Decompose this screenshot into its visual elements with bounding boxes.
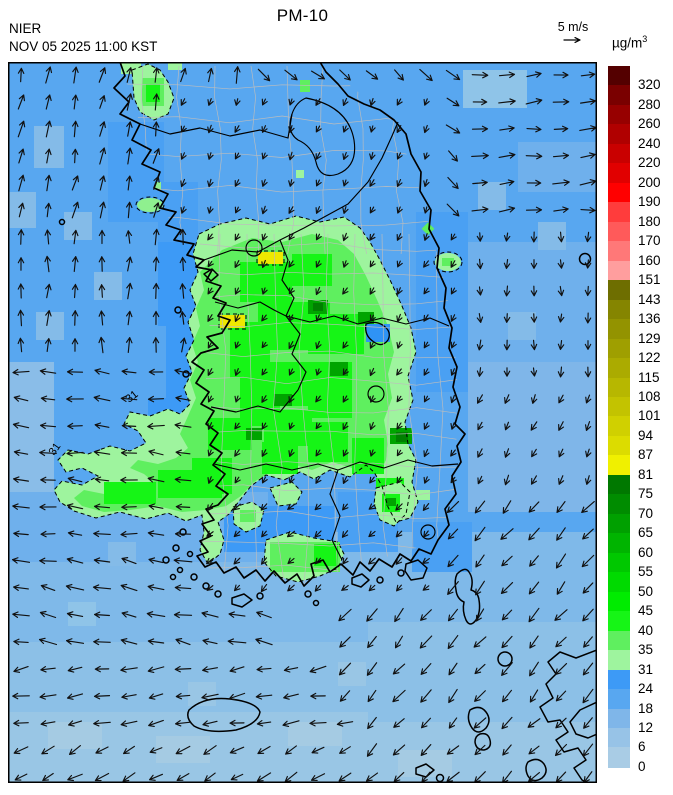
colorbar-tick-label: 60 [638,544,654,560]
colorbar-swatch [608,455,630,476]
wind-speed-label: 5 m/s [557,20,589,34]
colorbar-tick-label: 50 [638,583,654,599]
colorbar-tick-label: 160 [638,252,661,268]
colorbar-tick-label: 87 [638,447,654,463]
colorbar-tick-label: 151 [638,272,661,288]
colorbar-tick-label: 31 [638,661,654,677]
colorbar-tick-label: 143 [638,291,661,307]
colorbar-swatch [608,280,630,301]
colorbar-swatch [608,143,630,164]
colorbar-tick-label: 45 [638,603,654,619]
colorbar-tick-label: 65 [638,525,654,541]
colorbar-swatch [608,572,630,593]
colorbar-swatch [608,747,630,768]
colorbar-tick-label: 6 [638,739,646,755]
colorbar-tick-label: 220 [638,155,661,171]
colorbar-swatch [608,494,630,515]
colorbar-tick-label: 260 [638,116,661,132]
colorbar-swatch [608,416,630,437]
colorbar-tick-label: 180 [638,213,661,229]
colorbar-swatch [608,124,630,145]
colorbar-swatch [608,241,630,262]
colorbar-swatch [608,396,630,418]
colorbar-swatch [608,591,630,612]
colorbar-swatch [608,182,630,203]
colorbar-swatch [608,689,630,710]
coastline [113,62,466,587]
colorbar-swatch [608,202,630,223]
contour-value-label: 31 [123,388,140,405]
colorbar-tick-label: 81 [638,466,654,482]
wind-vector-arrows [11,66,597,783]
colorbar-swatch [608,669,630,690]
colorbar-tick-label: 240 [638,135,661,151]
colorbar-swatch [608,338,630,359]
colorbar-swatch [608,221,630,242]
header-left: NIER NOV 05 2025 11:00 KST [9,20,157,56]
colorbar-swatch [608,474,630,495]
colorbar-tick-label: 35 [638,642,654,658]
colorbar-tick-label: 12 [638,719,654,735]
colorbar: 0 6 12 18 24 31 35 40 45 50 55 60 65 70 75 81 87 94 101 108… [606,62,672,795]
colorbar-tick-label: 280 [638,96,661,112]
province-boundaries [139,97,459,561]
colorbar-swatch [608,319,630,340]
colorbar-swatch [608,650,630,671]
colorbar-tick-label: 0 [638,758,646,774]
county-boundaries [125,65,457,585]
colorbar-tick-label: 136 [638,311,661,327]
colorbar-swatch [608,260,630,281]
colorbar-tick-label: 108 [638,388,661,404]
colorbar-tick-label: 129 [638,330,661,346]
colorbar-swatch [608,163,630,184]
colorbar-tick-label: 94 [638,427,654,443]
colorbar-tick-label: 190 [638,194,661,210]
colorbar-swatch [608,552,630,573]
colorbar-swatch [608,85,630,106]
colorbar-swatch [608,435,630,456]
colorbar-tick-label: 115 [638,369,660,385]
colorbar-tick-label: 170 [638,233,661,249]
units-label: µg/m3 [612,34,648,51]
colorbar-swatch [608,513,630,534]
islands [58,218,597,783]
colorbar-swatch [608,630,630,651]
colorbar-swatch [608,611,630,632]
colorbar-swatch [608,727,630,749]
agency-label: NIER [9,21,42,36]
contour-dashed-lines [53,63,463,583]
colorbar-tick-label: 18 [638,700,654,716]
lake-cells [365,321,390,346]
colorbar-tick-label: 70 [638,505,654,521]
colorbar-swatch [608,104,630,125]
colorbar-swatch [608,708,630,729]
wind-reference-legend: 5 m/s [548,20,598,45]
colorbar-tick-label: 122 [638,350,661,366]
datetime-label: NOV 05 2025 11:00 KST [9,39,158,54]
colorbar-swatch [608,358,630,379]
colorbar-tick-label: 24 [638,681,654,697]
colorbar-tick-label: 55 [638,564,654,580]
colorbar-swatch [608,377,630,398]
colorbar-swatch [608,299,630,320]
colorbar-tick-label: 75 [638,486,654,502]
colorbar-tick-label: 320 [638,77,661,93]
colorbar-swatch [608,533,630,554]
map-frame [8,62,597,783]
colorbar-tick-label: 40 [638,622,654,638]
pm10-map: 31 31 [8,62,597,783]
wind-reference-arrow-icon [563,37,581,43]
colorbar-tick-label: 200 [638,174,661,190]
colorbar-swatch [608,66,630,87]
green-darkest-cells [313,303,408,442]
page-title: PM-10 [276,6,329,25]
colorbar-tick-label: 101 [638,408,661,424]
